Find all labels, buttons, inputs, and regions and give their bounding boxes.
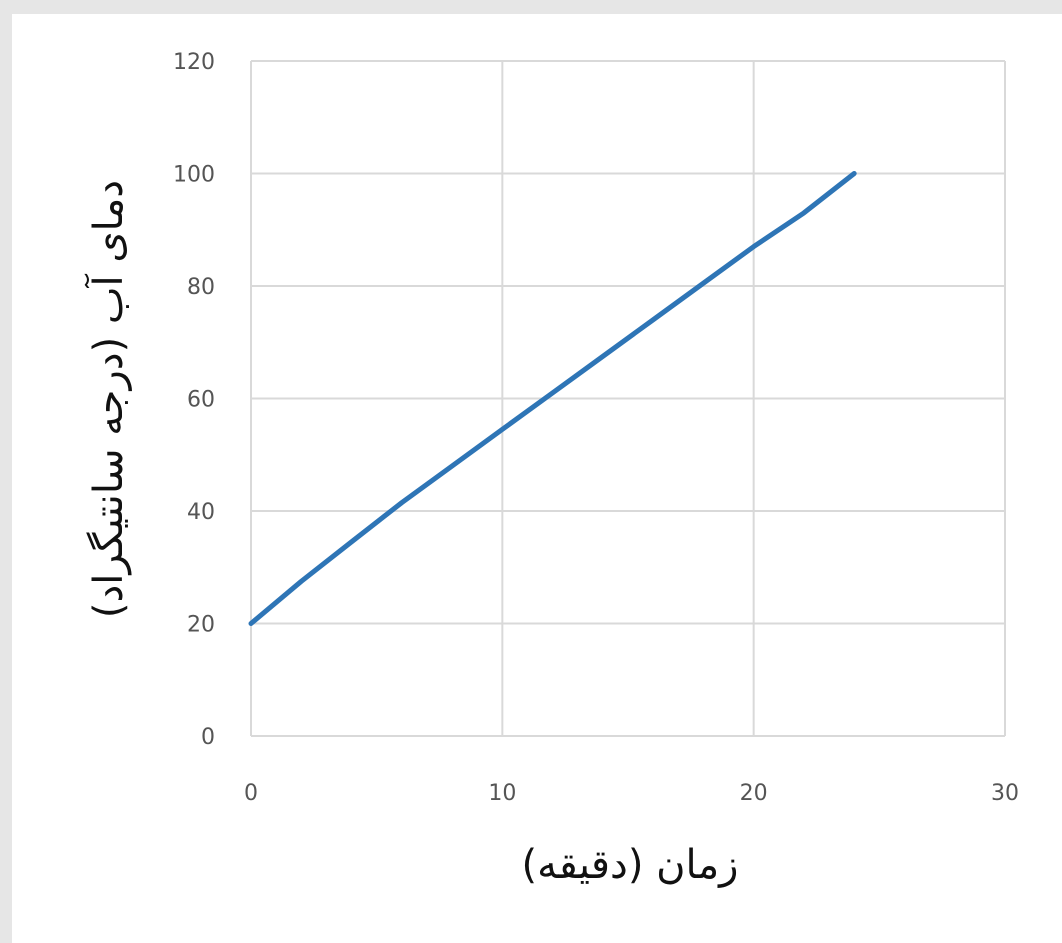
y-tick-label: 120 — [173, 50, 215, 75]
x-tick-label: 0 — [244, 781, 258, 806]
y-tick-label: 0 — [201, 725, 215, 750]
x-tick-label: 30 — [991, 781, 1019, 806]
temperature-line — [248, 171, 857, 626]
y-tick-labels: 0 20 40 60 80 100 120 — [173, 50, 215, 750]
y-tick-label: 60 — [187, 388, 215, 413]
y-tick-label: 100 — [173, 163, 215, 188]
y-tick-label: 20 — [187, 613, 215, 638]
y-tick-label: 40 — [187, 500, 215, 525]
x-tick-label: 10 — [488, 781, 516, 806]
y-tick-label: 80 — [187, 275, 215, 300]
series-lines — [248, 171, 857, 626]
chart-panel — [12, 14, 1062, 943]
x-tick-labels: 0 10 20 30 — [244, 781, 1019, 806]
grid-lines — [250, 60, 1006, 737]
x-tick-label: 20 — [740, 781, 768, 806]
x-axis-title: زمان (دقیقه) — [522, 842, 739, 888]
y-axis-title: دمای آب (درجه سانتیگراد) — [84, 180, 132, 618]
